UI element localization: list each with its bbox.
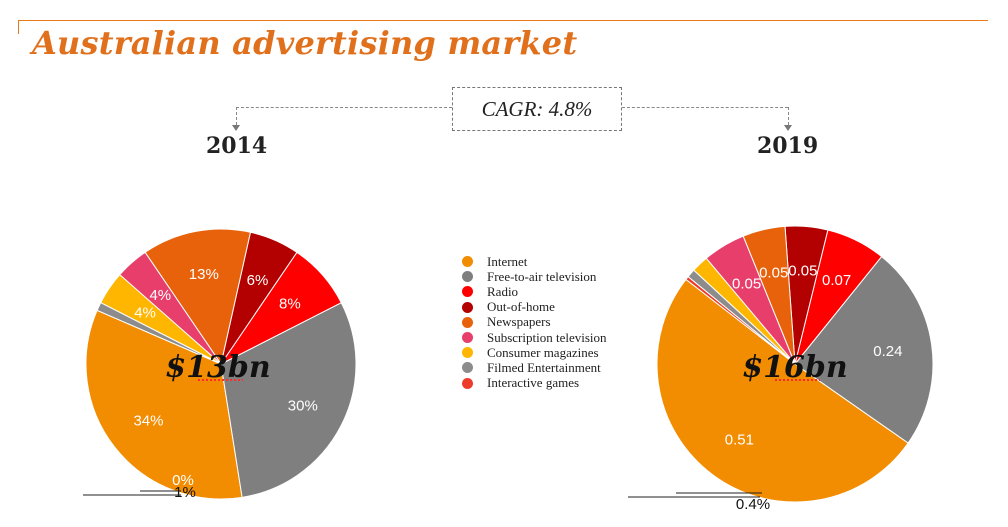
legend-swatch-icon — [462, 301, 473, 313]
legend-item: Consumer magazines — [462, 345, 607, 360]
pie-slice — [85, 309, 243, 500]
legend-label: Subscription television — [487, 329, 607, 345]
pie-slice — [794, 255, 934, 444]
legend-label: Free-to-air television — [487, 268, 597, 284]
cagr-connector-right — [622, 107, 788, 108]
legend-label: Out-of-home — [487, 299, 555, 315]
slice-label: 34% — [133, 412, 163, 429]
pie-slice — [220, 302, 357, 498]
legend-label: Newspapers — [487, 314, 551, 330]
slice-label: 0.05 — [732, 276, 761, 293]
legend-swatch-icon — [462, 347, 473, 359]
cagr-connector-right-drop — [788, 107, 789, 125]
small-slice-label: 1% — [174, 484, 196, 501]
legend-item: Out-of-home — [462, 299, 607, 315]
legend-swatch-icon — [462, 286, 473, 298]
legend-swatch-icon — [462, 316, 473, 328]
chart-legend: Internet Free-to-air television Radio Out-o… — [462, 254, 607, 391]
cagr-connector-left-drop — [236, 107, 237, 125]
legend-item: Free-to-air television — [462, 269, 607, 284]
small-slice-label: 0% — [172, 472, 194, 489]
pie-slice — [144, 228, 252, 366]
legend-swatch-icon — [462, 377, 473, 389]
legend-item: Interactive games — [462, 375, 607, 391]
slice-label: 0.51 — [725, 432, 754, 449]
pie-slice — [656, 278, 909, 503]
pie-total-label: $16bn — [742, 350, 847, 385]
legend-label: Filmed Entertainment — [487, 359, 601, 375]
legend-item: Filmed Entertainment — [462, 360, 607, 375]
legend-label: Internet — [487, 253, 528, 269]
slice-label: 6% — [247, 272, 269, 289]
legend-item: Subscription television — [462, 330, 607, 345]
top-rule — [18, 20, 988, 21]
year-2014-label: 2014 — [206, 133, 268, 159]
legend-item: Radio — [462, 284, 607, 299]
slice-label: 4% — [134, 304, 156, 321]
legend-swatch-icon — [462, 256, 473, 268]
slice-label: 0.05 — [788, 262, 817, 279]
legend-label: Interactive games — [487, 375, 580, 391]
slice-label: 4% — [149, 287, 171, 304]
pie-slice — [96, 302, 222, 365]
page-title: Australian advertising market — [32, 24, 578, 62]
legend-swatch-icon — [462, 362, 473, 374]
year-2019-label: 2019 — [757, 133, 819, 159]
legend-item: Internet — [462, 254, 607, 269]
top-rule-tick — [18, 20, 19, 34]
arrow-down-right-icon — [784, 125, 792, 131]
small-slice-label: 0.4% — [736, 496, 770, 513]
arrow-down-left-icon — [232, 125, 240, 131]
slice-label: 0.24 — [873, 343, 902, 360]
pie-total-label: $13bn — [165, 350, 270, 385]
legend-swatch-icon — [462, 271, 473, 283]
legend-label: Consumer magazines — [487, 344, 599, 360]
cagr-box: CAGR: 4.8% — [452, 87, 622, 131]
slice-label: 0.05 — [759, 265, 788, 282]
slice-label: 8% — [279, 295, 301, 312]
slice-label: 13% — [189, 266, 219, 283]
pie-slice — [685, 276, 796, 365]
legend-item: Newspapers — [462, 314, 607, 330]
legend-swatch-icon — [462, 332, 473, 344]
legend-label: Radio — [487, 283, 519, 299]
slice-label: 30% — [288, 398, 318, 415]
slice-label: 0.07 — [822, 272, 851, 289]
cagr-connector-left — [236, 107, 452, 108]
